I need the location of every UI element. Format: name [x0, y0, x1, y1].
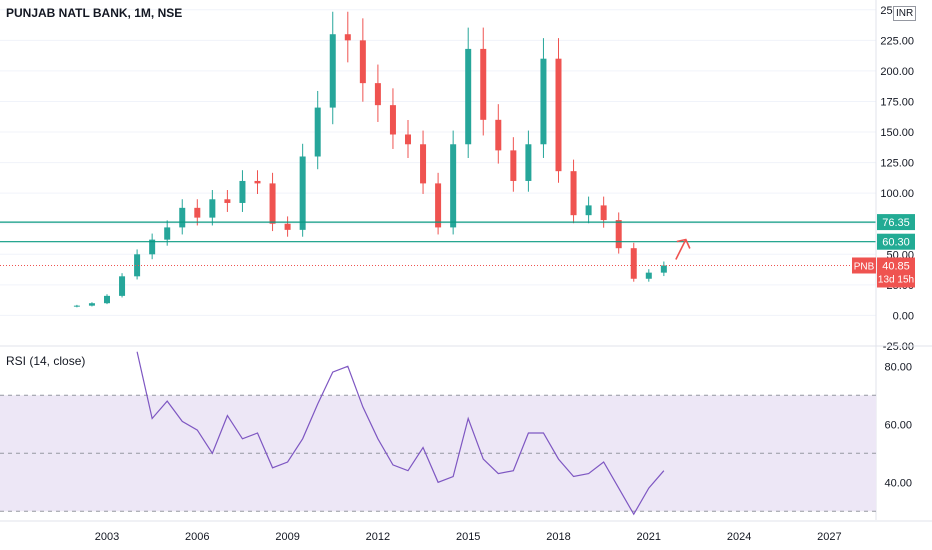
time-tick-label: 2024	[727, 531, 751, 543]
price-tick-label: 125.00	[880, 158, 914, 170]
level-tag-label: 76.35	[882, 217, 910, 229]
price-tick-label: 225.00	[880, 35, 914, 47]
price-tick-label: 100.00	[880, 188, 914, 200]
candle	[585, 205, 592, 216]
candle	[284, 223, 291, 230]
time-tick-label: 2027	[817, 531, 841, 543]
candle	[119, 276, 126, 296]
candle	[540, 58, 547, 145]
time-tick-label: 2006	[185, 531, 209, 543]
candle	[420, 144, 427, 184]
time-tick-label: 2015	[456, 531, 480, 543]
candle	[645, 272, 652, 279]
price-tick-label: 175.00	[880, 96, 914, 108]
rsi-line	[136, 351, 665, 516]
level-tag-bg	[877, 214, 915, 231]
time-tick-label: 2021	[637, 531, 661, 543]
price-tag-bg	[877, 257, 915, 288]
price-tick-label: -25.00	[883, 341, 914, 353]
candle	[164, 227, 171, 240]
rsi-level-lines	[0, 394, 876, 512]
time-tick-label: 2012	[366, 531, 390, 543]
candle	[630, 248, 637, 279]
candle	[344, 34, 351, 41]
candle	[660, 265, 667, 273]
candle	[389, 105, 396, 135]
price-tick-label: 150.00	[880, 127, 914, 139]
candle	[299, 156, 306, 230]
candle	[149, 239, 156, 255]
candle	[224, 199, 231, 203]
time-tick-label: 2009	[275, 531, 299, 543]
candle	[495, 119, 502, 151]
candle	[329, 34, 336, 108]
candle	[374, 83, 381, 106]
candle	[570, 171, 577, 216]
candle	[480, 48, 487, 120]
candle	[435, 183, 442, 228]
candle	[209, 199, 216, 218]
rsi-axis: 40.00 60.00 80.00	[884, 361, 912, 489]
candle	[450, 144, 457, 228]
candle	[88, 303, 95, 306]
price-tag-countdown: 13d 15h	[878, 274, 914, 285]
candles	[73, 11, 667, 308]
level-tag-bg	[877, 233, 915, 250]
chart-title: PUNJAB NATL BANK, 1M, NSE	[6, 6, 183, 20]
candle	[239, 180, 246, 203]
candle	[179, 207, 186, 228]
up-arrow-icon	[675, 238, 691, 260]
time-axis: 2003 2006 2009 2012 2015 2018 2021 2024 2027	[0, 520, 932, 543]
price-tick-label: 200.00	[880, 66, 914, 78]
level-tag-label: 60.30	[882, 237, 910, 249]
rsi-tick-label: 80.00	[884, 361, 912, 373]
currency-badge[interactable]: INR	[893, 6, 917, 21]
symbol-badge: PNB	[854, 261, 875, 272]
time-tick-label: 2003	[95, 531, 119, 543]
candle	[269, 183, 276, 224]
rsi-tick-label: 40.00	[884, 477, 912, 489]
price-tag-value: 40.85	[882, 260, 910, 272]
candle	[555, 58, 562, 172]
price-tick-label: 0.00	[893, 310, 914, 322]
candle	[510, 150, 517, 181]
candle	[465, 48, 472, 145]
candle	[615, 220, 622, 249]
candle	[405, 134, 411, 145]
candle	[194, 207, 201, 218]
candle	[600, 205, 607, 221]
level-lines	[0, 221, 876, 243]
level-tags: 76.35 60.30	[877, 214, 915, 250]
candle	[525, 144, 532, 181]
candle	[359, 40, 366, 84]
rsi-tick-label: 60.00	[884, 419, 912, 431]
rsi-title: RSI (14, close)	[6, 354, 86, 368]
candle	[73, 305, 80, 307]
candle	[104, 295, 110, 304]
candle	[134, 254, 141, 277]
price-tag: PNB 40.85 13d 15h	[852, 257, 915, 288]
time-tick-label: 2018	[546, 531, 570, 543]
symbol-badge-bg	[852, 257, 876, 274]
candle	[314, 107, 321, 157]
candle	[254, 180, 261, 184]
